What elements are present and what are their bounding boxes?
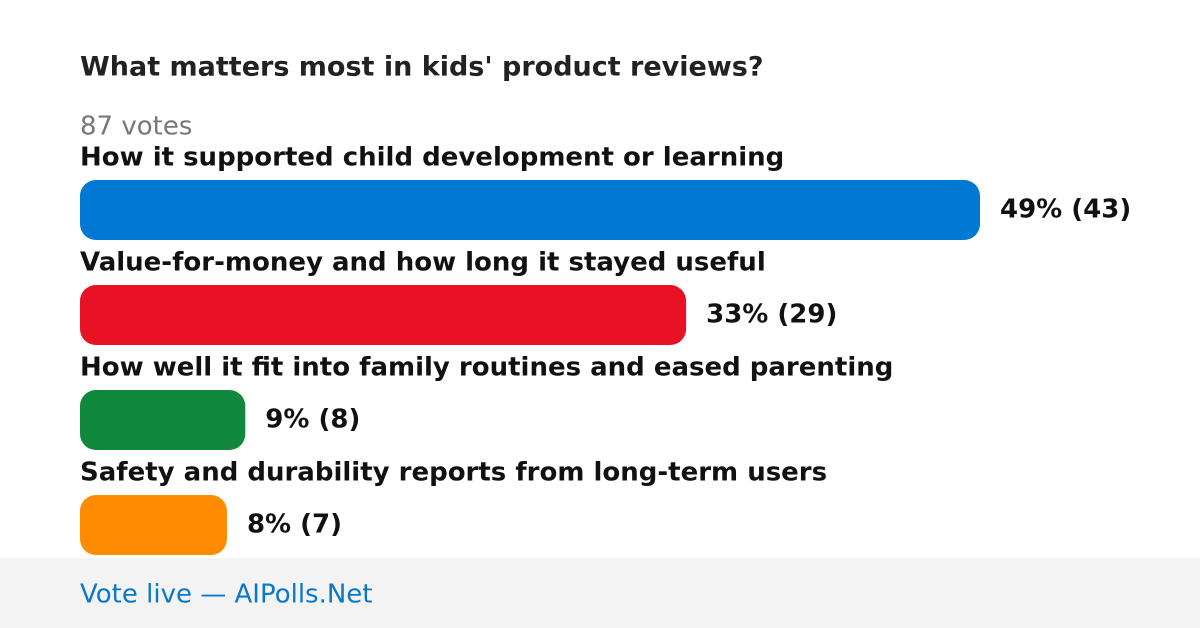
- footer-link[interactable]: Vote live — AIPolls.Net: [80, 580, 373, 610]
- value-label: 49% (43): [1000, 195, 1131, 225]
- option-label: Value-for-money and how long it stayed u…: [80, 248, 766, 278]
- option-label: How well it fit into family routines and…: [80, 353, 893, 383]
- option-label: How it supported child development or le…: [80, 143, 784, 173]
- value-label: 9% (8): [265, 405, 360, 435]
- vote-count: 87 votes: [80, 112, 192, 142]
- footer-band: [0, 558, 1200, 628]
- value-label: 8% (7): [247, 510, 342, 540]
- bar: [80, 285, 687, 345]
- option-label: Safety and durability reports from long-…: [80, 458, 827, 488]
- chart-title: What matters most in kids' product revie…: [80, 52, 764, 83]
- bar: [80, 390, 246, 450]
- value-label: 33% (29): [706, 300, 837, 330]
- bar: [80, 180, 980, 240]
- bar: [80, 495, 227, 555]
